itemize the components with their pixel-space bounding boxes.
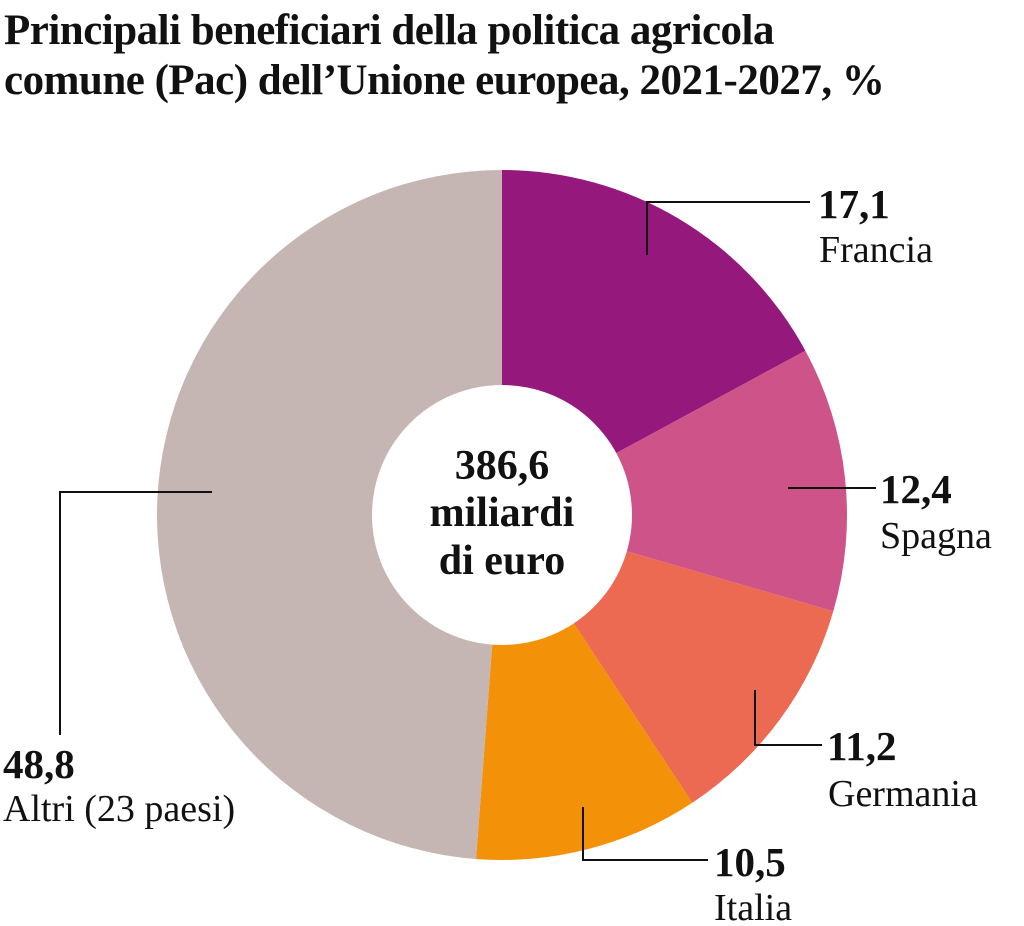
name-label-italia: Italia — [714, 887, 792, 926]
value-label-italia: 10,5 — [714, 839, 786, 885]
leader-lines — [59, 201, 876, 861]
chart-title-line-2: comune (Pac) dell’Unione europea, 2021-2… — [4, 57, 885, 104]
value-label-altri: 48,8 — [3, 741, 75, 787]
slice-label-germania: 11,2 Germania — [827, 723, 978, 815]
name-label-spagna: Spagna — [880, 515, 992, 557]
slice-label-francia: 17,1 Francia — [818, 181, 933, 271]
leader-line-altri — [59, 491, 212, 735]
name-label-altri: Altri (23 paesi) — [3, 788, 235, 830]
slice-altri — [156, 170, 502, 860]
name-label-germania: Germania — [828, 773, 978, 815]
donut-hole — [372, 385, 632, 645]
slice-label-italia: 10,5 Italia — [714, 839, 792, 926]
chart-title-line-1: Principali beneficiari della politica ag… — [4, 7, 775, 54]
center-label-total: 386,6 — [455, 443, 550, 489]
center-label: 386,6 miliardi di euro — [430, 443, 575, 584]
name-label-francia: Francia — [819, 229, 933, 271]
center-label-currency: di euro — [439, 538, 565, 584]
leader-line-francia — [646, 201, 810, 255]
center-label-unit: miliardi — [430, 490, 575, 536]
value-label-francia: 17,1 — [818, 181, 890, 227]
chart-title: Principali beneficiari della politica ag… — [4, 6, 885, 106]
slice-label-spagna: 12,4 Spagna — [880, 466, 992, 557]
value-label-spagna: 12,4 — [880, 466, 952, 512]
slice-spagna — [502, 350, 847, 612]
leader-line-italia — [582, 807, 708, 861]
slice-label-altri: 48,8 Altri (23 paesi) — [3, 741, 235, 830]
value-label-germania: 11,2 — [827, 723, 897, 769]
leader-line-germania — [754, 690, 822, 746]
